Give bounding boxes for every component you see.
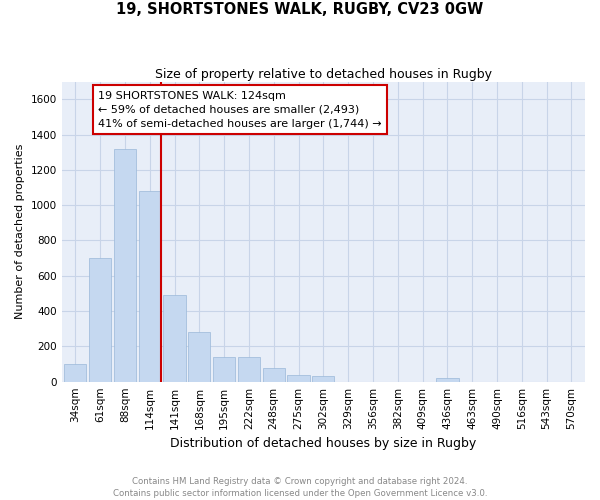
Text: Contains HM Land Registry data © Crown copyright and database right 2024.
Contai: Contains HM Land Registry data © Crown c… [113, 476, 487, 498]
Bar [139, 191, 161, 382]
Text: 19 SHORTSTONES WALK: 124sqm
← 59% of detached houses are smaller (2,493)
41% of : 19 SHORTSTONES WALK: 124sqm ← 59% of det… [98, 90, 382, 128]
Title: Size of property relative to detached houses in Rugby: Size of property relative to detached ho… [155, 68, 492, 80]
Bar [64, 364, 86, 382]
Bar [188, 332, 211, 382]
Bar [114, 148, 136, 382]
Bar [213, 357, 235, 382]
Text: 19, SHORTSTONES WALK, RUGBY, CV23 0GW: 19, SHORTSTONES WALK, RUGBY, CV23 0GW [116, 2, 484, 18]
Bar [287, 374, 310, 382]
Bar [89, 258, 111, 382]
Bar [263, 368, 285, 382]
Bar [436, 378, 458, 382]
X-axis label: Distribution of detached houses by size in Rugby: Distribution of detached houses by size … [170, 437, 476, 450]
Bar [312, 376, 334, 382]
Bar [163, 295, 185, 382]
Y-axis label: Number of detached properties: Number of detached properties [15, 144, 25, 320]
Bar [238, 357, 260, 382]
